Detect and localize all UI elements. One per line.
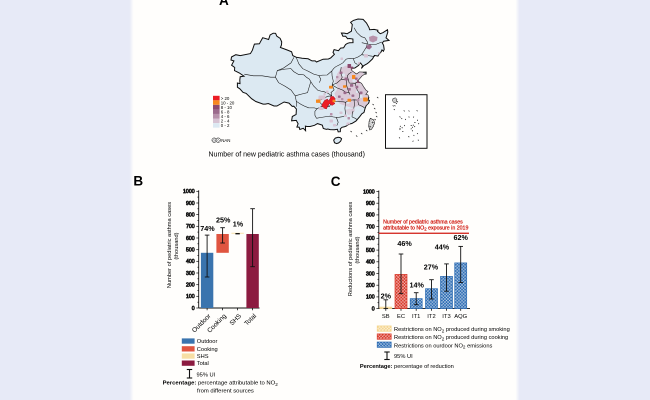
svg-text:SB: SB (382, 314, 390, 320)
svg-text:600: 600 (186, 236, 195, 242)
svg-text:700: 700 (186, 224, 195, 230)
svg-text:800: 800 (186, 212, 195, 218)
svg-text:Number of pediatric asthma cas: Number of pediatric asthma cases (167, 202, 173, 288)
svg-text:44%: 44% (435, 242, 450, 251)
svg-text:1000: 1000 (183, 189, 195, 195)
svg-text:2%: 2% (381, 291, 392, 300)
svg-text:95% UI: 95% UI (197, 372, 216, 378)
svg-text:200: 200 (366, 283, 375, 289)
svg-text:Restrictions on NO2 produced d: Restrictions on NO2 produced during smok… (394, 327, 510, 333)
svg-text:300: 300 (366, 271, 375, 277)
svg-text:Restrictions on ourdoor NO2 em: Restrictions on ourdoor NO2 emissions (394, 343, 493, 349)
svg-text:0: 0 (372, 306, 375, 312)
svg-text:Outdoor: Outdoor (197, 339, 218, 345)
svg-text:Total: Total (197, 361, 209, 367)
svg-text:0 - 2: 0 - 2 (221, 123, 230, 128)
svg-text:C: C (331, 174, 341, 189)
svg-text:500: 500 (366, 248, 375, 254)
svg-text:300: 300 (186, 271, 195, 277)
svg-text:46%: 46% (397, 239, 412, 248)
svg-text:8 - 10: 8 - 10 (221, 105, 233, 110)
svg-text:0: 0 (192, 306, 195, 312)
svg-text:74%: 74% (200, 224, 215, 233)
svg-text:Number of new pediatric asthm: Number of new pediatric asthma cases (th… (209, 151, 365, 158)
svg-text:900: 900 (366, 201, 375, 207)
svg-text:10 - 20: 10 - 20 (221, 100, 235, 105)
svg-text:(thousand): (thousand) (174, 232, 180, 259)
svg-text:100: 100 (366, 295, 375, 301)
svg-text:Percentage: percentage of redu: Percentage: percentage of reduction (360, 364, 454, 370)
svg-text:from different sources: from different sources (197, 389, 254, 395)
svg-text:25%: 25% (216, 216, 231, 225)
svg-text:2 - 4: 2 - 4 (221, 119, 230, 124)
svg-text:EC: EC (397, 314, 405, 320)
svg-text:27%: 27% (424, 263, 439, 272)
svg-text:100: 100 (186, 294, 195, 300)
svg-text:1000: 1000 (363, 189, 375, 195)
svg-text:800: 800 (366, 213, 375, 219)
svg-text:62%: 62% (454, 233, 469, 242)
svg-text:4 - 6: 4 - 6 (221, 114, 230, 119)
svg-text:6 - 8: 6 - 8 (221, 109, 230, 114)
svg-text:95% UI: 95% UI (394, 354, 413, 360)
svg-text:Percentage: percentage attribu: Percentage: percentage attributable to N… (163, 381, 279, 387)
svg-text:600: 600 (366, 236, 375, 242)
svg-text:> 20: > 20 (221, 96, 230, 101)
svg-text:SHS: SHS (197, 354, 209, 360)
svg-text:IT1: IT1 (412, 314, 420, 320)
svg-text:200: 200 (186, 283, 195, 289)
svg-text:attributable to NO2 exposure i: attributable to NO2 exposure in 2019 (383, 225, 468, 231)
svg-text:A: A (219, 0, 229, 8)
svg-text:NAN: NAN (221, 138, 230, 143)
svg-text:500: 500 (186, 248, 195, 254)
svg-text:IT2: IT2 (427, 314, 435, 320)
svg-text:900: 900 (186, 201, 195, 207)
svg-text:IT3: IT3 (442, 314, 450, 320)
svg-text:B: B (133, 173, 143, 188)
svg-text:Reductions of pediatric asthma: Reductions of pediatric asthma cases (348, 202, 354, 297)
svg-text:AQG: AQG (454, 314, 467, 320)
svg-text:(thousand): (thousand) (355, 236, 361, 263)
svg-text:1%: 1% (233, 219, 244, 228)
svg-text:Cooking: Cooking (197, 347, 218, 353)
svg-text:Restrictions on NO2 produced d: Restrictions on NO2 produced during cook… (394, 335, 508, 341)
svg-text:700: 700 (366, 224, 375, 230)
svg-text:Number of pediatric asthma cas: Number of pediatric asthma cases (383, 220, 463, 226)
svg-text:400: 400 (366, 260, 375, 266)
svg-text:14%: 14% (410, 281, 425, 290)
svg-text:400: 400 (186, 259, 195, 265)
